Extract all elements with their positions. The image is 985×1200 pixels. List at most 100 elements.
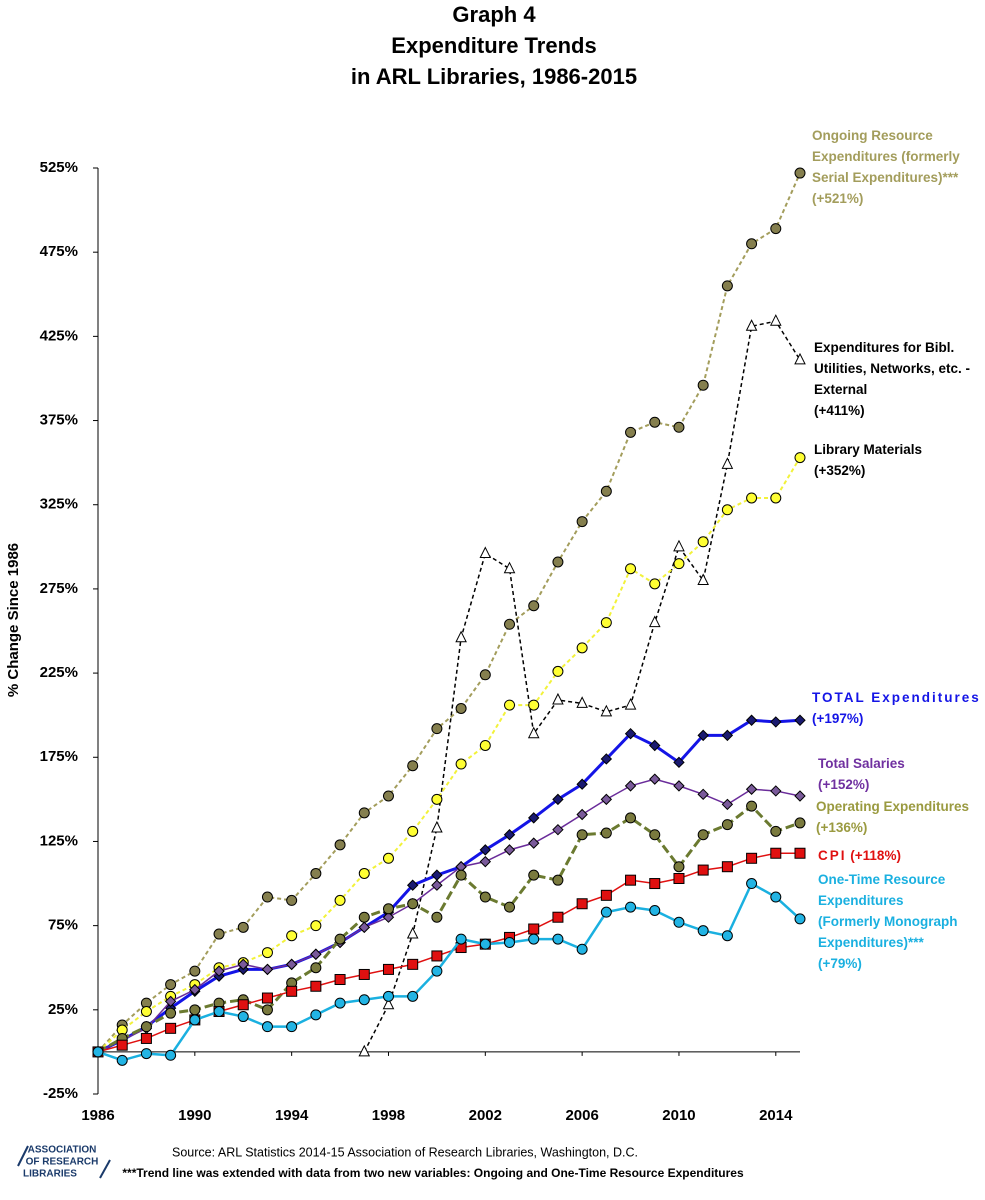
marker — [576, 778, 588, 790]
marker — [140, 1032, 152, 1044]
y-tick-label: 75% — [48, 917, 78, 934]
marker — [286, 985, 298, 997]
marker — [552, 665, 564, 677]
marker — [721, 861, 733, 873]
marker — [310, 948, 322, 960]
series-change: (+521%) — [812, 191, 864, 206]
marker — [165, 979, 177, 991]
marker — [358, 807, 370, 819]
series — [92, 167, 806, 1058]
marker — [261, 963, 274, 976]
marker — [164, 995, 177, 1008]
marker — [721, 729, 734, 742]
marker — [673, 558, 685, 570]
marker — [625, 426, 637, 438]
series-label: TOTAL Expenditures (+197%) — [812, 687, 985, 729]
series-label: Operating Expenditures (+136%) — [816, 796, 981, 838]
marker — [649, 416, 661, 428]
marker — [431, 879, 443, 891]
series-name: Ongoing Resource Expenditures (formerly … — [812, 128, 960, 185]
y-tick-label: 475% — [40, 243, 78, 260]
marker — [576, 696, 588, 708]
marker — [600, 704, 613, 717]
marker — [286, 894, 298, 906]
marker — [746, 878, 758, 890]
chart-title: Expenditure Trends — [391, 33, 596, 58]
marker — [213, 1006, 225, 1018]
marker — [576, 642, 588, 654]
marker — [600, 827, 612, 839]
marker — [552, 793, 564, 806]
marker — [455, 630, 467, 643]
marker — [624, 780, 637, 792]
marker — [697, 573, 709, 585]
marker — [431, 911, 443, 923]
marker — [358, 994, 370, 1006]
marker — [528, 600, 540, 612]
marker — [770, 785, 782, 797]
logo-slash — [99, 1159, 111, 1179]
marker — [576, 516, 588, 528]
marker — [382, 852, 394, 864]
source: Source: ARL Statistics 2014-15 Associati… — [172, 1145, 638, 1159]
series — [92, 878, 806, 1066]
marker — [213, 965, 225, 977]
marker — [504, 618, 516, 630]
marker — [673, 872, 685, 884]
logo-slash — [17, 1145, 29, 1167]
series — [92, 452, 806, 1058]
series-line — [97, 778, 801, 1053]
marker — [310, 962, 322, 974]
marker — [649, 904, 661, 916]
marker — [479, 546, 492, 559]
marker — [189, 1004, 201, 1016]
marker — [455, 933, 467, 945]
marker — [552, 823, 564, 836]
marker — [165, 1007, 177, 1019]
series-label: Library Materials (+352%) — [814, 439, 974, 481]
marker — [794, 817, 806, 829]
chart-title: Graph 4 — [452, 2, 536, 27]
marker — [770, 492, 782, 504]
marker — [745, 783, 758, 795]
marker — [721, 280, 733, 292]
y-tick-label: 425% — [40, 327, 78, 344]
marker — [794, 847, 806, 859]
marker — [310, 1009, 322, 1021]
marker — [116, 1054, 128, 1066]
marker — [431, 869, 443, 881]
marker — [334, 894, 346, 906]
marker — [189, 1014, 201, 1026]
chart-title: in ARL Libraries, 1986-2015 — [351, 64, 637, 89]
marker — [552, 933, 564, 945]
marker — [382, 990, 394, 1002]
series — [92, 773, 806, 1058]
marker — [140, 1021, 152, 1033]
marker — [261, 992, 273, 1004]
marker — [261, 1004, 273, 1016]
marker — [552, 874, 564, 886]
marker — [721, 504, 733, 516]
marker — [286, 930, 298, 942]
marker — [358, 968, 370, 980]
marker — [697, 864, 709, 876]
marker — [697, 536, 709, 548]
x-tick-label: 1990 — [178, 1107, 211, 1124]
marker — [649, 829, 661, 841]
y-tick-label: -25% — [43, 1085, 78, 1102]
y-tick-label: 125% — [40, 832, 78, 849]
marker — [746, 238, 758, 250]
marker — [140, 1048, 152, 1060]
x-tick-label: 2006 — [565, 1107, 598, 1124]
x-tick-label: 1998 — [372, 1107, 405, 1124]
series-name: CPI — [818, 848, 847, 863]
y-tick-label: 25% — [48, 1001, 78, 1018]
marker — [165, 1022, 177, 1034]
series-name: One-Time Resource Expenditures (Formerly… — [818, 872, 958, 950]
marker — [504, 901, 516, 913]
marker — [770, 825, 782, 837]
y-axis-label: % Change Since 1986 — [5, 543, 22, 697]
marker — [576, 943, 588, 955]
y-tick-label: 375% — [40, 412, 78, 429]
